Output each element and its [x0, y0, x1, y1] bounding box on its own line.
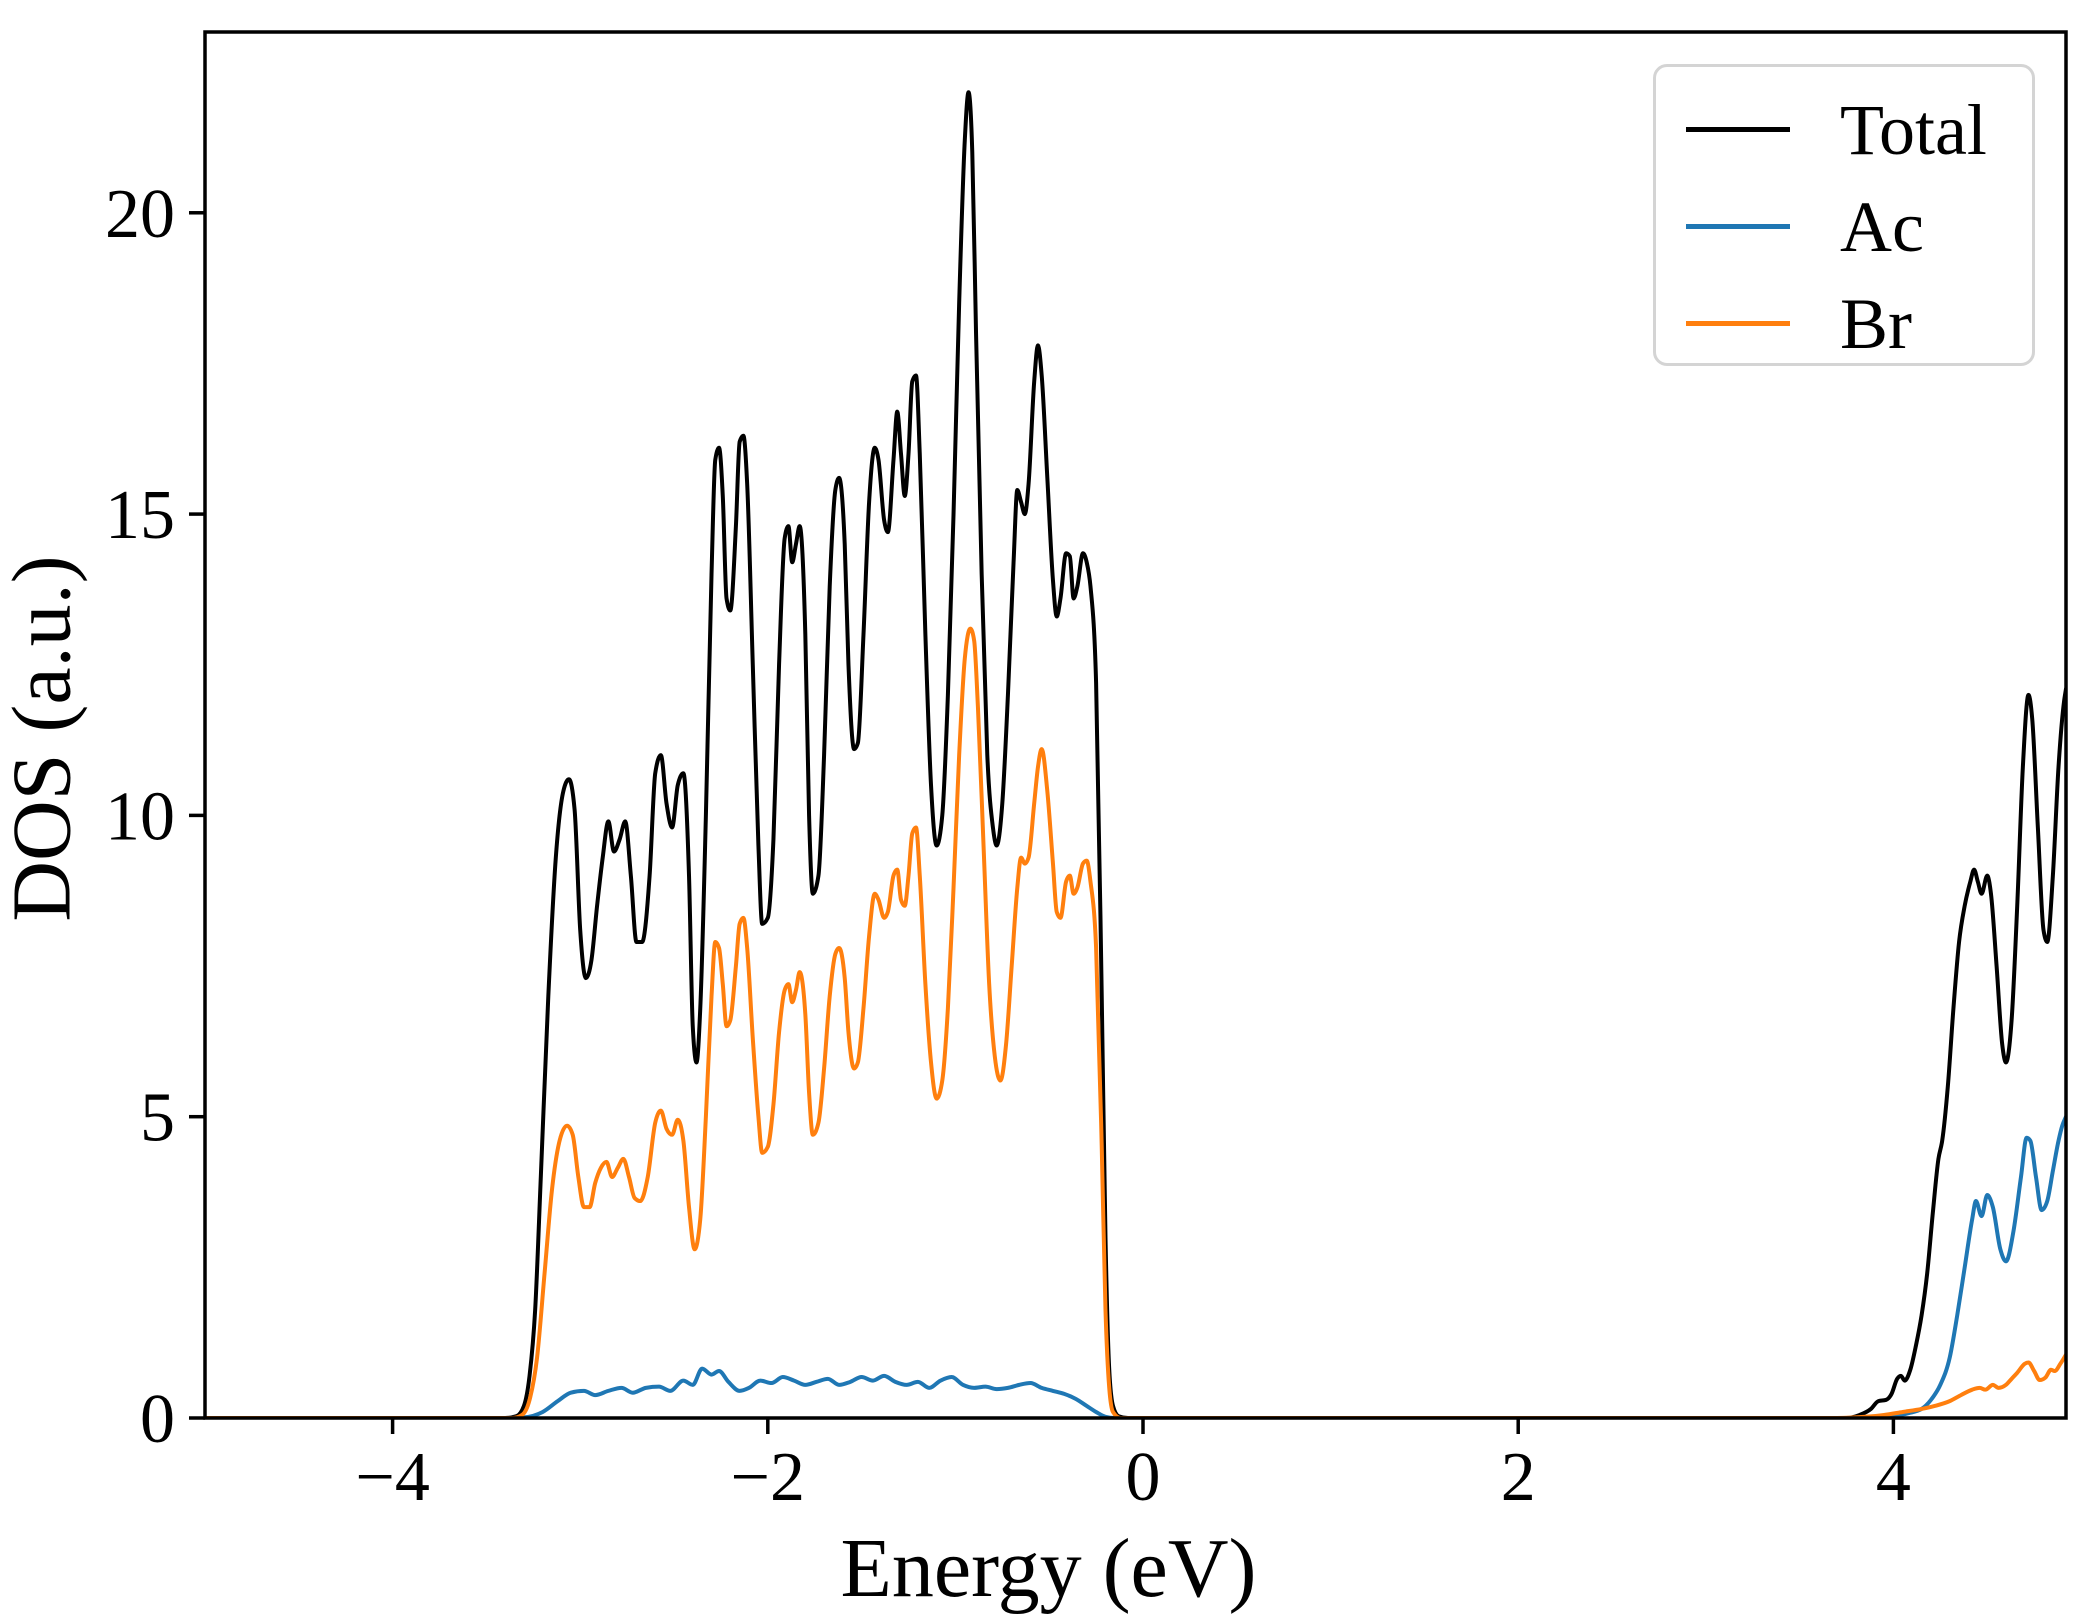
- curves: [205, 90, 2066, 1418]
- y-tick-label: 10: [105, 778, 175, 855]
- axis-ticks: −4 −2 0 2 4 0 5 10 15 20: [105, 176, 1911, 1516]
- legend-entry-total: Total: [1686, 81, 2032, 178]
- br-line-swatch: [1686, 321, 1790, 326]
- x-tick-label: −4: [355, 1439, 429, 1516]
- x-axis-label: Energy (eV): [840, 1522, 1257, 1615]
- ac-line-swatch: [1686, 224, 1790, 229]
- legend-label-ac: Ac: [1840, 186, 1924, 267]
- legend-label-total: Total: [1840, 89, 1987, 170]
- y-tick-label: 5: [140, 1080, 175, 1157]
- x-tick-label: 0: [1126, 1439, 1161, 1516]
- y-tick-label: 0: [140, 1381, 175, 1458]
- br-curve: [205, 626, 2066, 1418]
- x-tick-label: −2: [731, 1439, 805, 1516]
- ac-curve: [205, 1114, 2066, 1418]
- y-axis-label: DOS (a.u.): [0, 555, 89, 922]
- plot-frame: [203, 30, 2068, 1420]
- y-tick-label: 20: [105, 176, 175, 253]
- legend-label-br: Br: [1840, 283, 1912, 364]
- x-tick-label: 4: [1876, 1439, 1911, 1516]
- legend-entry-br: Br: [1686, 275, 2032, 372]
- total-line-swatch: [1686, 127, 1790, 132]
- legend-entry-ac: Ac: [1686, 178, 2032, 275]
- x-tick-label: 2: [1501, 1439, 1536, 1516]
- legend-box: Total Ac Br: [1653, 64, 2035, 366]
- y-tick-label: 15: [105, 477, 175, 554]
- total-curve: [205, 90, 2066, 1418]
